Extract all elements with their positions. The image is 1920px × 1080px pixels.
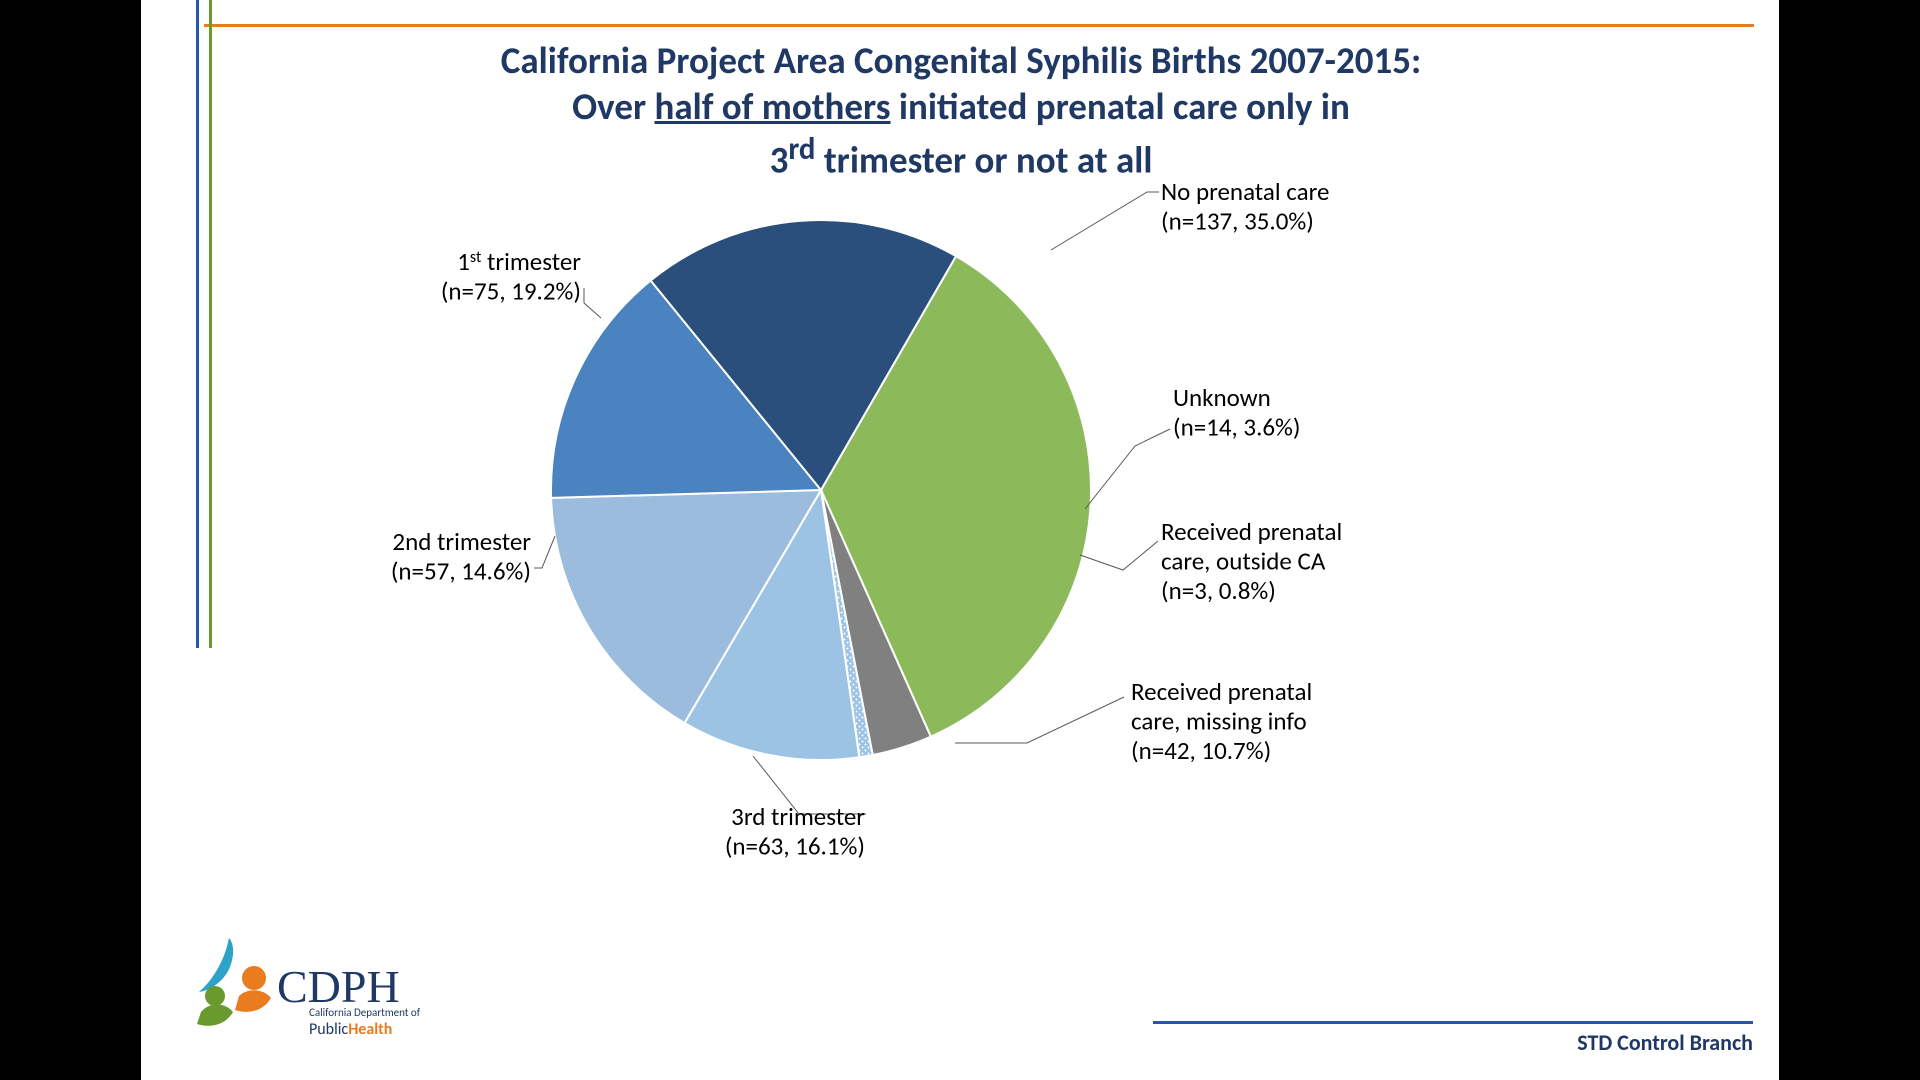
label-t1: 1st trimester(n=75, 19.2%)	[441, 246, 581, 307]
logo-icon	[197, 938, 271, 1026]
top-rule	[204, 24, 1754, 27]
title-line-2-underlined: half of mothers	[655, 84, 891, 129]
slide: California Project Area Congenital Syphi…	[141, 0, 1779, 1080]
logo-text-sub1: California Department of	[309, 1006, 421, 1019]
label-t2: 2nd trimester(n=57, 14.6%)	[391, 526, 531, 587]
title-line-2-post: initiated prenatal care only in	[891, 84, 1350, 129]
title-line-2: Over half of mothers initiated prenatal …	[261, 84, 1661, 130]
slide-title: California Project Area Congenital Syphi…	[261, 38, 1661, 183]
label-unknown: Unknown(n=14, 3.6%)	[1173, 382, 1301, 443]
cdph-logo: CDPH California Department of PublicHeal…	[191, 930, 461, 1050]
label-missing: Received prenatalcare, missing info(n=42…	[1131, 676, 1312, 766]
leader-t1	[584, 288, 601, 318]
title-line-2-pre: Over	[572, 84, 654, 129]
logo-text-main: CDPH	[277, 961, 400, 1012]
leader-t2	[534, 536, 555, 568]
left-rule-green	[209, 0, 212, 648]
left-rule-blue	[196, 0, 199, 648]
leader-unknown	[1085, 429, 1170, 509]
footer-text: STD Control Branch	[1577, 1029, 1753, 1056]
title-line-3-sup: rd	[788, 131, 815, 168]
label-no_prenatal: No prenatal care(n=137, 35.0%)	[1161, 176, 1329, 237]
leader-no_prenatal	[1051, 192, 1159, 250]
label-outside_ca: Received prenatalcare, outside CA(n=3, 0…	[1161, 516, 1342, 606]
logo-text-sub2: PublicHealth	[309, 1020, 392, 1039]
pie-slices	[551, 220, 1091, 760]
pie-chart: No prenatal care(n=137, 35.0%) 1st trimes…	[261, 170, 1661, 930]
label-t3: 3rd trimester(n=63, 16.1%)	[725, 801, 865, 862]
title-line-1: California Project Area Congenital Syphi…	[261, 38, 1661, 84]
bottom-rule	[1153, 1021, 1753, 1024]
leader-outside_ca	[1080, 541, 1158, 570]
